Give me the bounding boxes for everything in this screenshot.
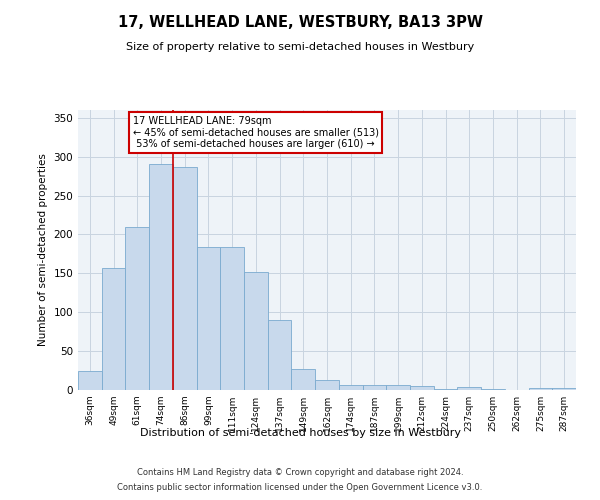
Bar xyxy=(457,387,481,390)
Text: 17, WELLHEAD LANE, WESTBURY, BA13 3PW: 17, WELLHEAD LANE, WESTBURY, BA13 3PW xyxy=(118,15,482,30)
Bar xyxy=(78,370,102,390)
Bar xyxy=(434,389,457,390)
Text: Size of property relative to semi-detached houses in Westbury: Size of property relative to semi-detach… xyxy=(126,42,474,52)
Bar xyxy=(244,272,268,390)
Bar xyxy=(410,386,434,390)
Bar xyxy=(149,164,173,390)
Bar xyxy=(386,386,410,390)
Bar xyxy=(529,388,552,390)
Bar xyxy=(362,386,386,390)
Bar xyxy=(481,389,505,390)
Text: 17 WELLHEAD LANE: 79sqm
← 45% of semi-detached houses are smaller (513)
 53% of : 17 WELLHEAD LANE: 79sqm ← 45% of semi-de… xyxy=(133,116,379,150)
Text: Contains public sector information licensed under the Open Government Licence v3: Contains public sector information licen… xyxy=(118,483,482,492)
Text: Contains HM Land Registry data © Crown copyright and database right 2024.: Contains HM Land Registry data © Crown c… xyxy=(137,468,463,477)
Bar xyxy=(173,167,197,390)
Bar xyxy=(339,384,362,390)
Text: Distribution of semi-detached houses by size in Westbury: Distribution of semi-detached houses by … xyxy=(139,428,461,438)
Bar xyxy=(220,247,244,390)
Y-axis label: Number of semi-detached properties: Number of semi-detached properties xyxy=(38,154,48,346)
Bar xyxy=(292,369,315,390)
Bar xyxy=(197,247,220,390)
Bar xyxy=(125,226,149,390)
Bar xyxy=(268,320,292,390)
Bar xyxy=(315,380,339,390)
Bar xyxy=(552,388,576,390)
Bar xyxy=(102,268,125,390)
